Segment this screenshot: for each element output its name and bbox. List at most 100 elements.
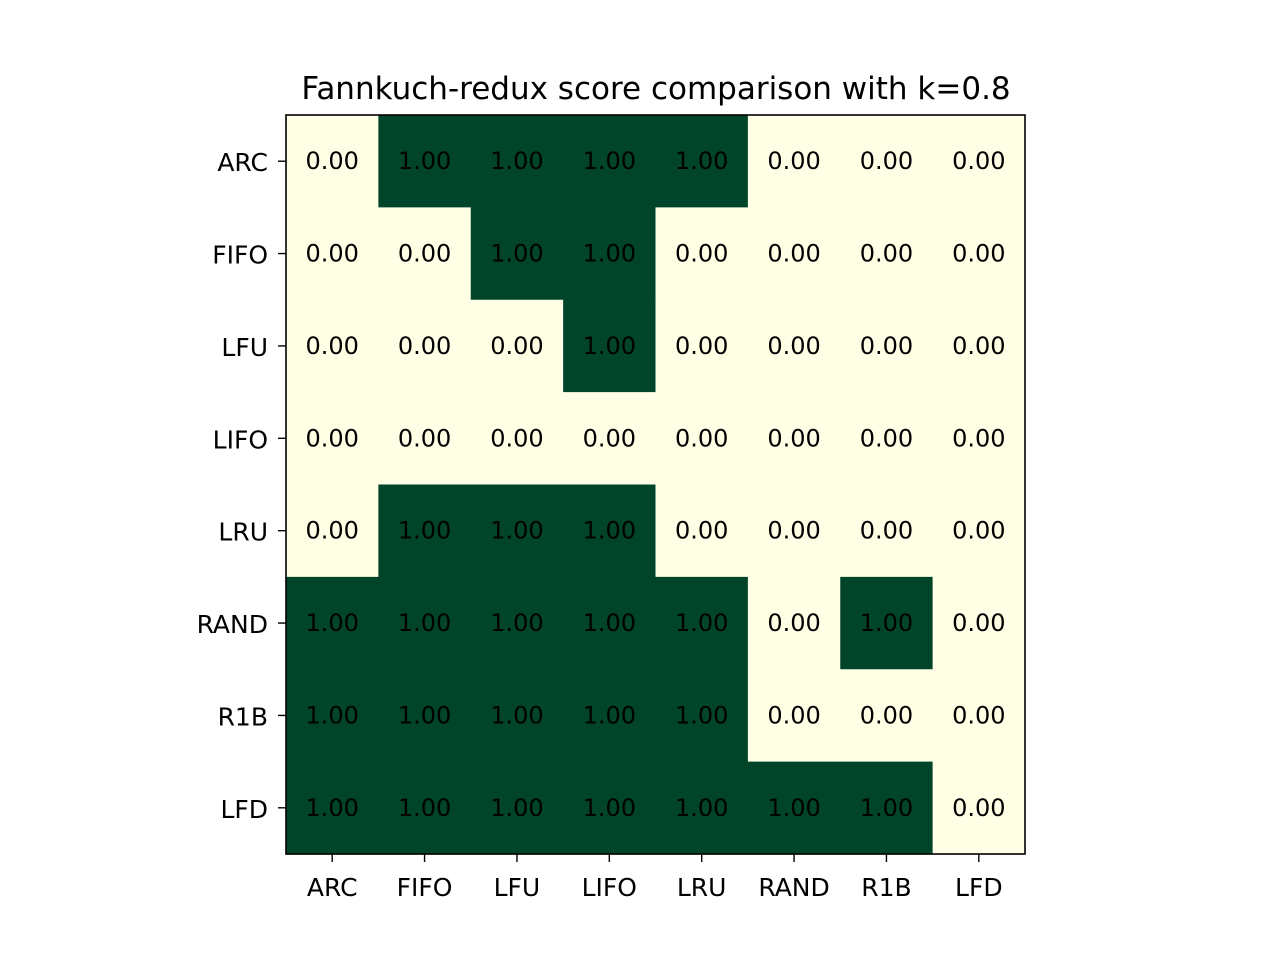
heatmap-cell-FIFO-LIFO [563,207,657,301]
heatmap-cell-LIFO-LIFO [563,392,657,486]
heatmap-cell-RAND-LFU [470,576,564,670]
heatmap-cell-R1B-LRU [655,669,749,763]
heatmap-cell-RAND-LFD [932,576,1026,670]
cell-value-label: 0.00 [952,424,1005,452]
cell-value-label: 0.00 [675,424,728,452]
cell-value-label: 0.00 [860,240,913,268]
x-tick-label: LFD [955,873,1003,902]
cell-value-label: 1.00 [490,147,543,175]
cell-value-label: 1.00 [305,794,358,822]
heatmap-cell-LRU-LRU [655,484,749,578]
cell-value-label: 0.00 [952,147,1005,175]
heatmap-cell-R1B-LFU [470,669,564,763]
heatmap-cell-LRU-LFD [932,484,1026,578]
heatmap-cell-LFD-RAND [747,761,841,855]
cell-value-label: 1.00 [583,517,636,545]
y-tick-label: LFD [220,795,268,824]
cell-value-label: 1.00 [490,701,543,729]
cell-value-label: 1.00 [583,332,636,360]
heatmap-cell-FIFO-FIFO [378,207,472,301]
heatmap-cell-LRU-RAND [747,484,841,578]
cell-value-label: 0.00 [952,240,1005,268]
cell-value-label: 1.00 [583,609,636,637]
cell-value-label: 0.00 [767,609,820,637]
heatmap-cell-LIFO-RAND [747,392,841,486]
cell-value-label: 1.00 [675,794,728,822]
cell-value-label: 0.00 [767,332,820,360]
cell-value-label: 1.00 [398,147,451,175]
cell-value-label: 1.00 [398,794,451,822]
heatmap-cell-LFU-RAND [747,299,841,393]
heatmap-cell-LFU-LRU [655,299,749,393]
cell-value-label: 0.00 [675,517,728,545]
heatmap-cell-ARC-LIFO [563,115,657,208]
x-tick-label: LRU [677,873,727,902]
cell-value-label: 1.00 [583,701,636,729]
cell-value-label: 0.00 [398,332,451,360]
heatmap-cell-RAND-FIFO [378,576,472,670]
heatmap-cell-RAND-ARC [286,576,379,670]
heatmap-cell-LRU-LFU [470,484,564,578]
cell-value-label: 0.00 [675,332,728,360]
cell-value-label: 0.00 [860,517,913,545]
heatmap-cell-LFD-LFD [932,761,1026,855]
heatmap-cell-ARC-RAND [747,115,841,208]
y-tick-label: ARC [217,148,268,177]
heatmap-cell-ARC-LFD [932,115,1026,208]
heatmap-cell-RAND-RAND [747,576,841,670]
heatmap-cell-labels: 0.00 1.00 1.00 1.00 1.00 0.00 0.00 0.00 0.00 0.00… [305,147,1005,822]
cell-value-label: 1.00 [583,240,636,268]
cell-value-label: 0.00 [767,240,820,268]
cell-value-label: 0.00 [398,240,451,268]
heatmap-cell-LIFO-R1B [840,392,934,486]
cell-value-label: 1.00 [490,609,543,637]
cell-value-label: 0.00 [305,332,358,360]
heatmap-cell-LFU-LIFO [563,299,657,393]
cell-value-label: 0.00 [305,424,358,452]
heatmap-cell-FIFO-ARC [286,207,379,301]
heatmap-cell-FIFO-LRU [655,207,749,301]
cell-value-label: 0.00 [675,240,728,268]
heatmap-cell-FIFO-LFD [932,207,1026,301]
cell-value-label: 0.00 [583,424,636,452]
heatmap-cell-ARC-LFU [470,115,564,208]
cell-value-label: 0.00 [952,794,1005,822]
cell-value-label: 0.00 [952,517,1005,545]
heatmap-cell-LRU-ARC [286,484,379,578]
cell-value-label: 1.00 [675,609,728,637]
cell-value-label: 0.00 [490,424,543,452]
x-axis: ARC FIFO LFU LIFO LRU RAND R1B LFD [307,854,1003,902]
cell-value-label: 0.00 [860,701,913,729]
cell-value-label: 0.00 [767,424,820,452]
cell-value-label: 1.00 [675,701,728,729]
x-tick-label: ARC [307,873,358,902]
heatmap-cell-LFU-LFD [932,299,1026,393]
cell-value-label: 1.00 [583,794,636,822]
cell-value-label: 0.00 [952,609,1005,637]
cell-value-label: 0.00 [952,701,1005,729]
heatmap-cell-LFU-LFU [470,299,564,393]
x-tick-label: LIFO [582,873,637,902]
heatmap-cell-LFD-LIFO [563,761,657,855]
heatmap-cell-ARC-LRU [655,115,749,208]
heatmap-cell-LFD-ARC [286,761,379,855]
cell-value-label: 0.00 [860,147,913,175]
heatmap-cell-LIFO-LFD [932,392,1026,486]
cell-value-label: 0.00 [305,240,358,268]
heatmap-cell-LIFO-LRU [655,392,749,486]
y-tick-label: RAND [197,610,268,639]
heatmap-cell-LFD-FIFO [378,761,472,855]
heatmap-cell-R1B-LIFO [563,669,657,763]
cell-value-label: 1.00 [490,517,543,545]
heatmap-cells [286,115,1026,855]
heatmap-cell-LFD-LRU [655,761,749,855]
heatmap-cell-LFU-ARC [286,299,379,393]
cell-value-label: 0.00 [767,701,820,729]
heatmap-cell-FIFO-R1B [840,207,934,301]
heatmap-cell-LFU-R1B [840,299,934,393]
heatmap-cell-LFD-LFU [470,761,564,855]
cell-value-label: 0.00 [767,147,820,175]
cell-value-label: 1.00 [860,794,913,822]
cell-value-label: 1.00 [583,147,636,175]
